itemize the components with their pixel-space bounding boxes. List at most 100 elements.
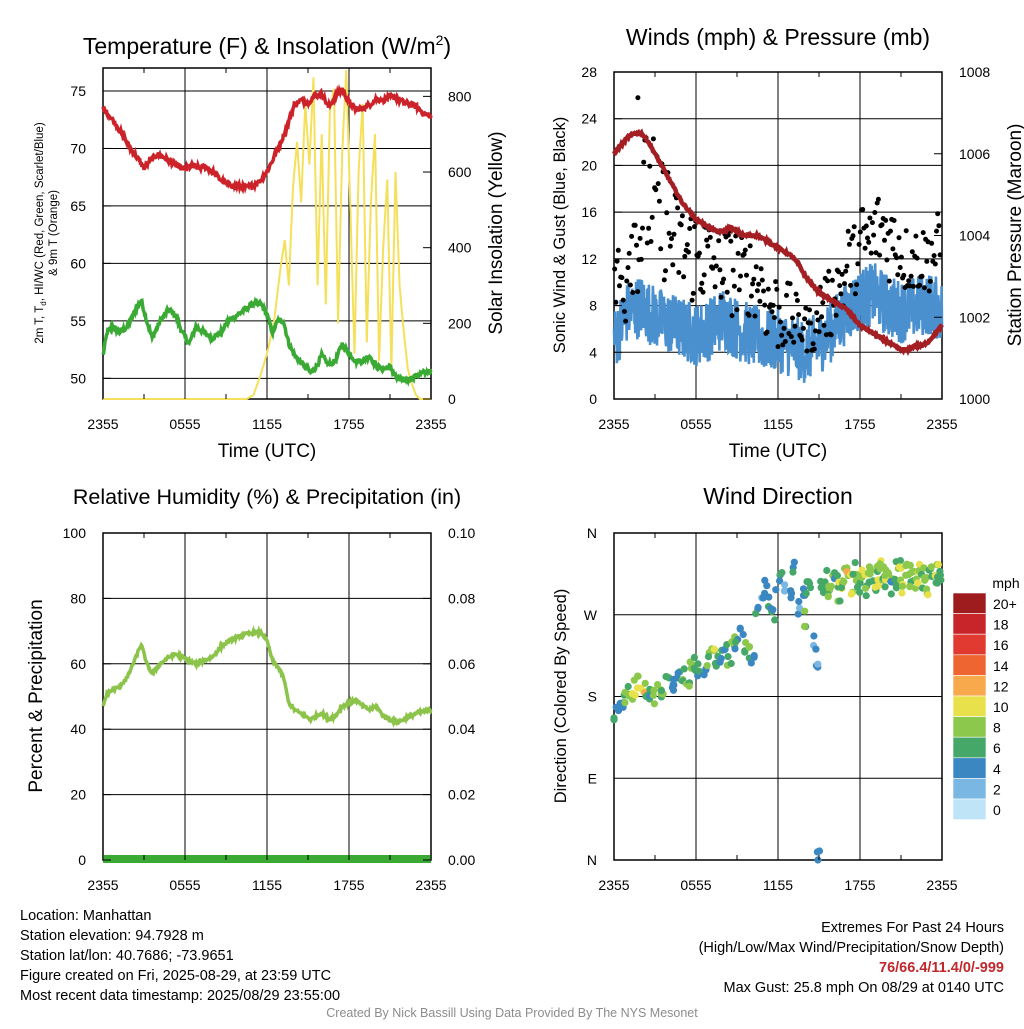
direction-point <box>685 682 693 690</box>
gust-point <box>626 250 632 256</box>
gust-point <box>883 217 889 223</box>
direction-tick-label: N <box>587 852 597 868</box>
direction-point <box>781 581 789 589</box>
direction-point <box>771 616 779 624</box>
gust-point <box>913 233 919 239</box>
temperature-panel: Temperature (F) & Insolation (W/m2) 2355… <box>34 32 507 462</box>
gust-point <box>765 286 771 292</box>
gust-point <box>701 272 707 278</box>
gust-point <box>855 261 861 267</box>
gust-point <box>934 228 939 234</box>
gust-point <box>906 278 912 284</box>
y-tick-label: 100 <box>63 525 87 541</box>
gust-point <box>810 341 816 347</box>
gust-point <box>663 268 668 274</box>
gust-point <box>909 249 915 255</box>
direction-point <box>823 566 831 575</box>
y-tick-label: 20 <box>581 157 597 173</box>
winds-y-label: Sonic Wind & Gust (Blue, Black) <box>551 117 569 354</box>
gust-point <box>692 224 697 230</box>
gust-point <box>635 289 641 295</box>
x-tick-label: 2355 <box>87 877 118 893</box>
gust-point <box>890 246 896 252</box>
gust-point <box>839 271 845 277</box>
direction-point <box>848 589 856 598</box>
direction-point <box>936 571 945 579</box>
direction-point <box>747 659 755 667</box>
gust-point <box>676 270 682 275</box>
gust-point <box>761 288 766 294</box>
direction-point <box>739 630 747 639</box>
direction-point <box>814 660 822 668</box>
y-tick-label: 60 <box>70 656 86 672</box>
direction-point <box>724 653 732 661</box>
direction-point <box>906 583 914 591</box>
direction-point <box>885 569 893 578</box>
direction-point <box>920 574 928 582</box>
gust-point <box>773 279 779 285</box>
direction-point <box>761 576 769 585</box>
colorbar-label: 0 <box>993 802 1001 818</box>
gust-point <box>729 313 735 319</box>
gust-point <box>728 238 734 244</box>
gust-point <box>696 250 702 256</box>
gust-point <box>837 283 843 289</box>
direction-point <box>716 658 724 666</box>
gust-point <box>632 222 638 228</box>
direction-point <box>856 579 864 587</box>
humidity-line <box>101 624 433 729</box>
station-latlon: Station lat/lon: 40.7686; -73.9651 <box>20 948 234 964</box>
y2-tick-label: 0.08 <box>448 590 475 606</box>
direction-point <box>861 584 870 592</box>
gust-point <box>777 319 783 325</box>
gust-point <box>624 278 630 284</box>
gust-point <box>856 241 862 247</box>
gust-point <box>754 288 760 294</box>
gust-point <box>752 313 758 319</box>
gust-point <box>620 297 626 303</box>
gust-point <box>821 322 827 328</box>
colorbar-label: 16 <box>993 637 1009 653</box>
direction-point <box>769 606 777 614</box>
gust-point <box>771 315 777 321</box>
gust-point <box>808 320 814 326</box>
direction-point <box>851 559 859 567</box>
direction-point <box>690 653 699 662</box>
direction-point <box>858 566 866 574</box>
dewpoint-line <box>101 296 433 387</box>
colorbar-label: 12 <box>993 678 1009 694</box>
gust-point <box>877 252 883 258</box>
gust-point <box>800 325 806 331</box>
gust-point <box>894 255 900 261</box>
y-tick-label: 40 <box>70 721 86 737</box>
y-tick-label: 8 <box>589 298 597 314</box>
gust-point <box>681 274 687 280</box>
direction-point <box>800 622 809 631</box>
gust-point <box>937 252 943 258</box>
gust-point <box>865 235 870 241</box>
direction-point <box>789 568 797 576</box>
colorbar-swatch <box>952 778 987 800</box>
gust-point <box>687 226 693 231</box>
direction-point <box>732 638 740 646</box>
colorbar-swatch <box>952 736 987 759</box>
gust-point <box>758 266 764 272</box>
y-tick-label: 60 <box>70 255 86 271</box>
gust-point <box>875 196 881 202</box>
extremes-title: Extremes For Past 24 Hours <box>821 920 1004 936</box>
direction-point <box>876 560 884 568</box>
x-tick-label: 2355 <box>87 416 118 432</box>
y-tick-label: 50 <box>70 370 86 386</box>
direction-point <box>700 671 708 679</box>
temperature-line <box>101 83 433 195</box>
direction-point <box>924 591 932 599</box>
gust-point <box>846 241 852 247</box>
gust-point <box>733 233 739 239</box>
y-tick-label: 65 <box>70 198 86 214</box>
direction-point <box>824 593 832 601</box>
x-tick-label: 2355 <box>598 877 629 893</box>
y2-tick-label: 1000 <box>959 391 990 407</box>
station-location: Location: Manhattan <box>20 908 152 924</box>
direction-point <box>624 682 632 691</box>
gust-point <box>829 277 835 283</box>
